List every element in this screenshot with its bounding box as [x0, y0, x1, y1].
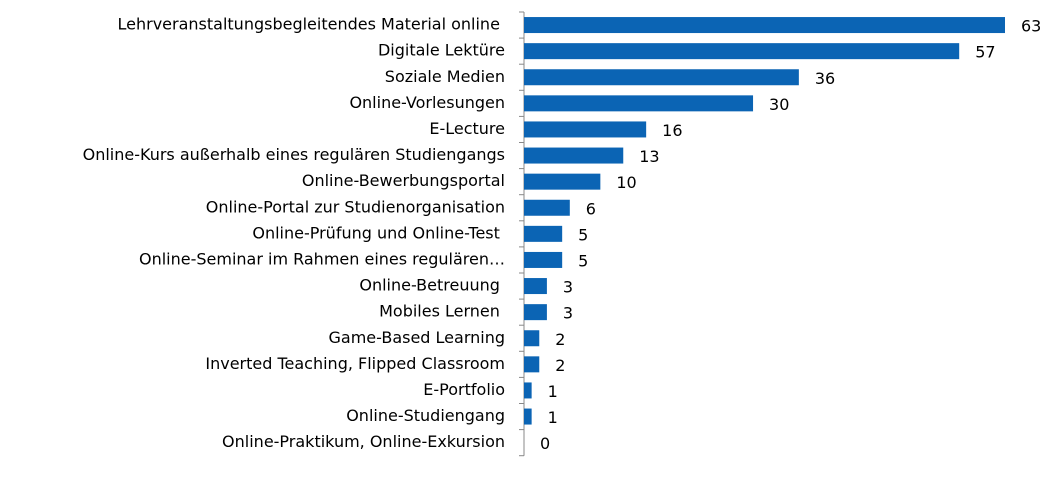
category-label: Online-Betreuung: [359, 276, 505, 295]
value-label: 30: [769, 95, 789, 114]
bar: [524, 330, 540, 347]
category-label: Mobiles Lernen: [379, 302, 505, 321]
category-label: Online-Vorlesungen: [349, 93, 505, 112]
category-label: Online-Studiengang: [346, 406, 505, 425]
value-label: 3: [563, 304, 573, 323]
bar: [524, 304, 547, 321]
bar: [524, 17, 1005, 34]
value-label: 13: [639, 147, 659, 166]
bar: [524, 199, 570, 216]
value-label: 36: [815, 69, 835, 88]
value-label: 16: [662, 121, 682, 140]
bar: [524, 278, 547, 295]
value-label: 1: [548, 382, 558, 401]
bar: [524, 121, 647, 138]
value-label: 63: [1021, 17, 1041, 36]
bar: [524, 173, 601, 190]
value-label: 6: [586, 199, 596, 218]
value-label: 5: [578, 251, 588, 270]
value-label: 57: [975, 43, 995, 62]
bar: [524, 95, 754, 112]
bar: [524, 382, 532, 399]
value-label: 2: [555, 356, 565, 375]
value-label: 1: [548, 408, 558, 427]
category-label: Online-Prüfung und Online-Test: [252, 223, 505, 242]
bar: [524, 251, 563, 268]
category-label: Game-Based Learning: [329, 328, 506, 347]
category-label: E-Portfolio: [423, 380, 505, 399]
bar: [524, 356, 540, 373]
category-label: Online-Portal zur Studienorganisation: [206, 197, 505, 216]
category-label: Lehrveranstaltungsbegleitendes Material …: [118, 15, 505, 34]
value-label: 5: [578, 225, 588, 244]
bar: [524, 147, 624, 164]
category-label: Digitale Lektüre: [378, 41, 505, 60]
category-label: Online-Kurs außerhalb eines regulären St…: [83, 145, 505, 164]
bar: [524, 408, 532, 425]
value-label: 3: [563, 278, 573, 297]
category-label: Online-Bewerbungsportal: [302, 171, 505, 190]
category-label: Online-Praktikum, Online-Exkursion: [222, 432, 505, 451]
value-label: 10: [616, 173, 636, 192]
category-label: Online-Seminar im Rahmen eines regulären…: [139, 249, 505, 268]
category-label: E-Lecture: [429, 119, 505, 138]
category-label: Inverted Teaching, Flipped Classroom: [205, 354, 505, 373]
bar: [524, 69, 799, 86]
bar: [524, 43, 960, 60]
value-label: 0: [540, 434, 550, 453]
bar: [524, 225, 563, 242]
value-label: 2: [555, 330, 565, 349]
category-label: Soziale Medien: [385, 67, 505, 86]
